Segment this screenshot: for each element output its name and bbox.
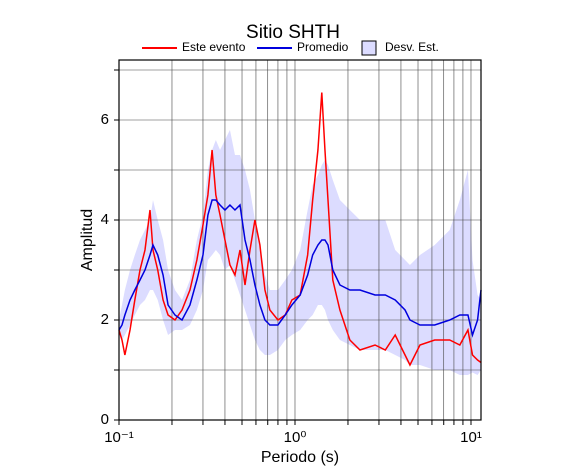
x-axis-label: Periodo (s) xyxy=(261,449,339,466)
y-axis-label: Amplitud xyxy=(79,209,96,271)
y-tick-label: 0 xyxy=(101,411,109,428)
legend-label: Promedio xyxy=(297,40,349,54)
y-tick-label: 6 xyxy=(101,111,109,128)
x-tick-label: 10¹ xyxy=(460,429,482,446)
legend-label: Este evento xyxy=(182,40,246,54)
series-line xyxy=(118,199,482,338)
plot-frame xyxy=(118,59,482,421)
x-tick-label: 10⁻¹ xyxy=(104,429,134,446)
series-line xyxy=(118,92,482,367)
chart-title: Sitio SHTH xyxy=(246,22,340,43)
legend-label: Desv. Est. xyxy=(385,40,439,54)
std-band xyxy=(119,130,481,375)
x-tick-label: 10⁰ xyxy=(284,429,307,446)
y-tick-label: 4 xyxy=(101,211,109,228)
y-tick-label: 2 xyxy=(101,311,109,328)
legend-swatch xyxy=(361,40,377,56)
